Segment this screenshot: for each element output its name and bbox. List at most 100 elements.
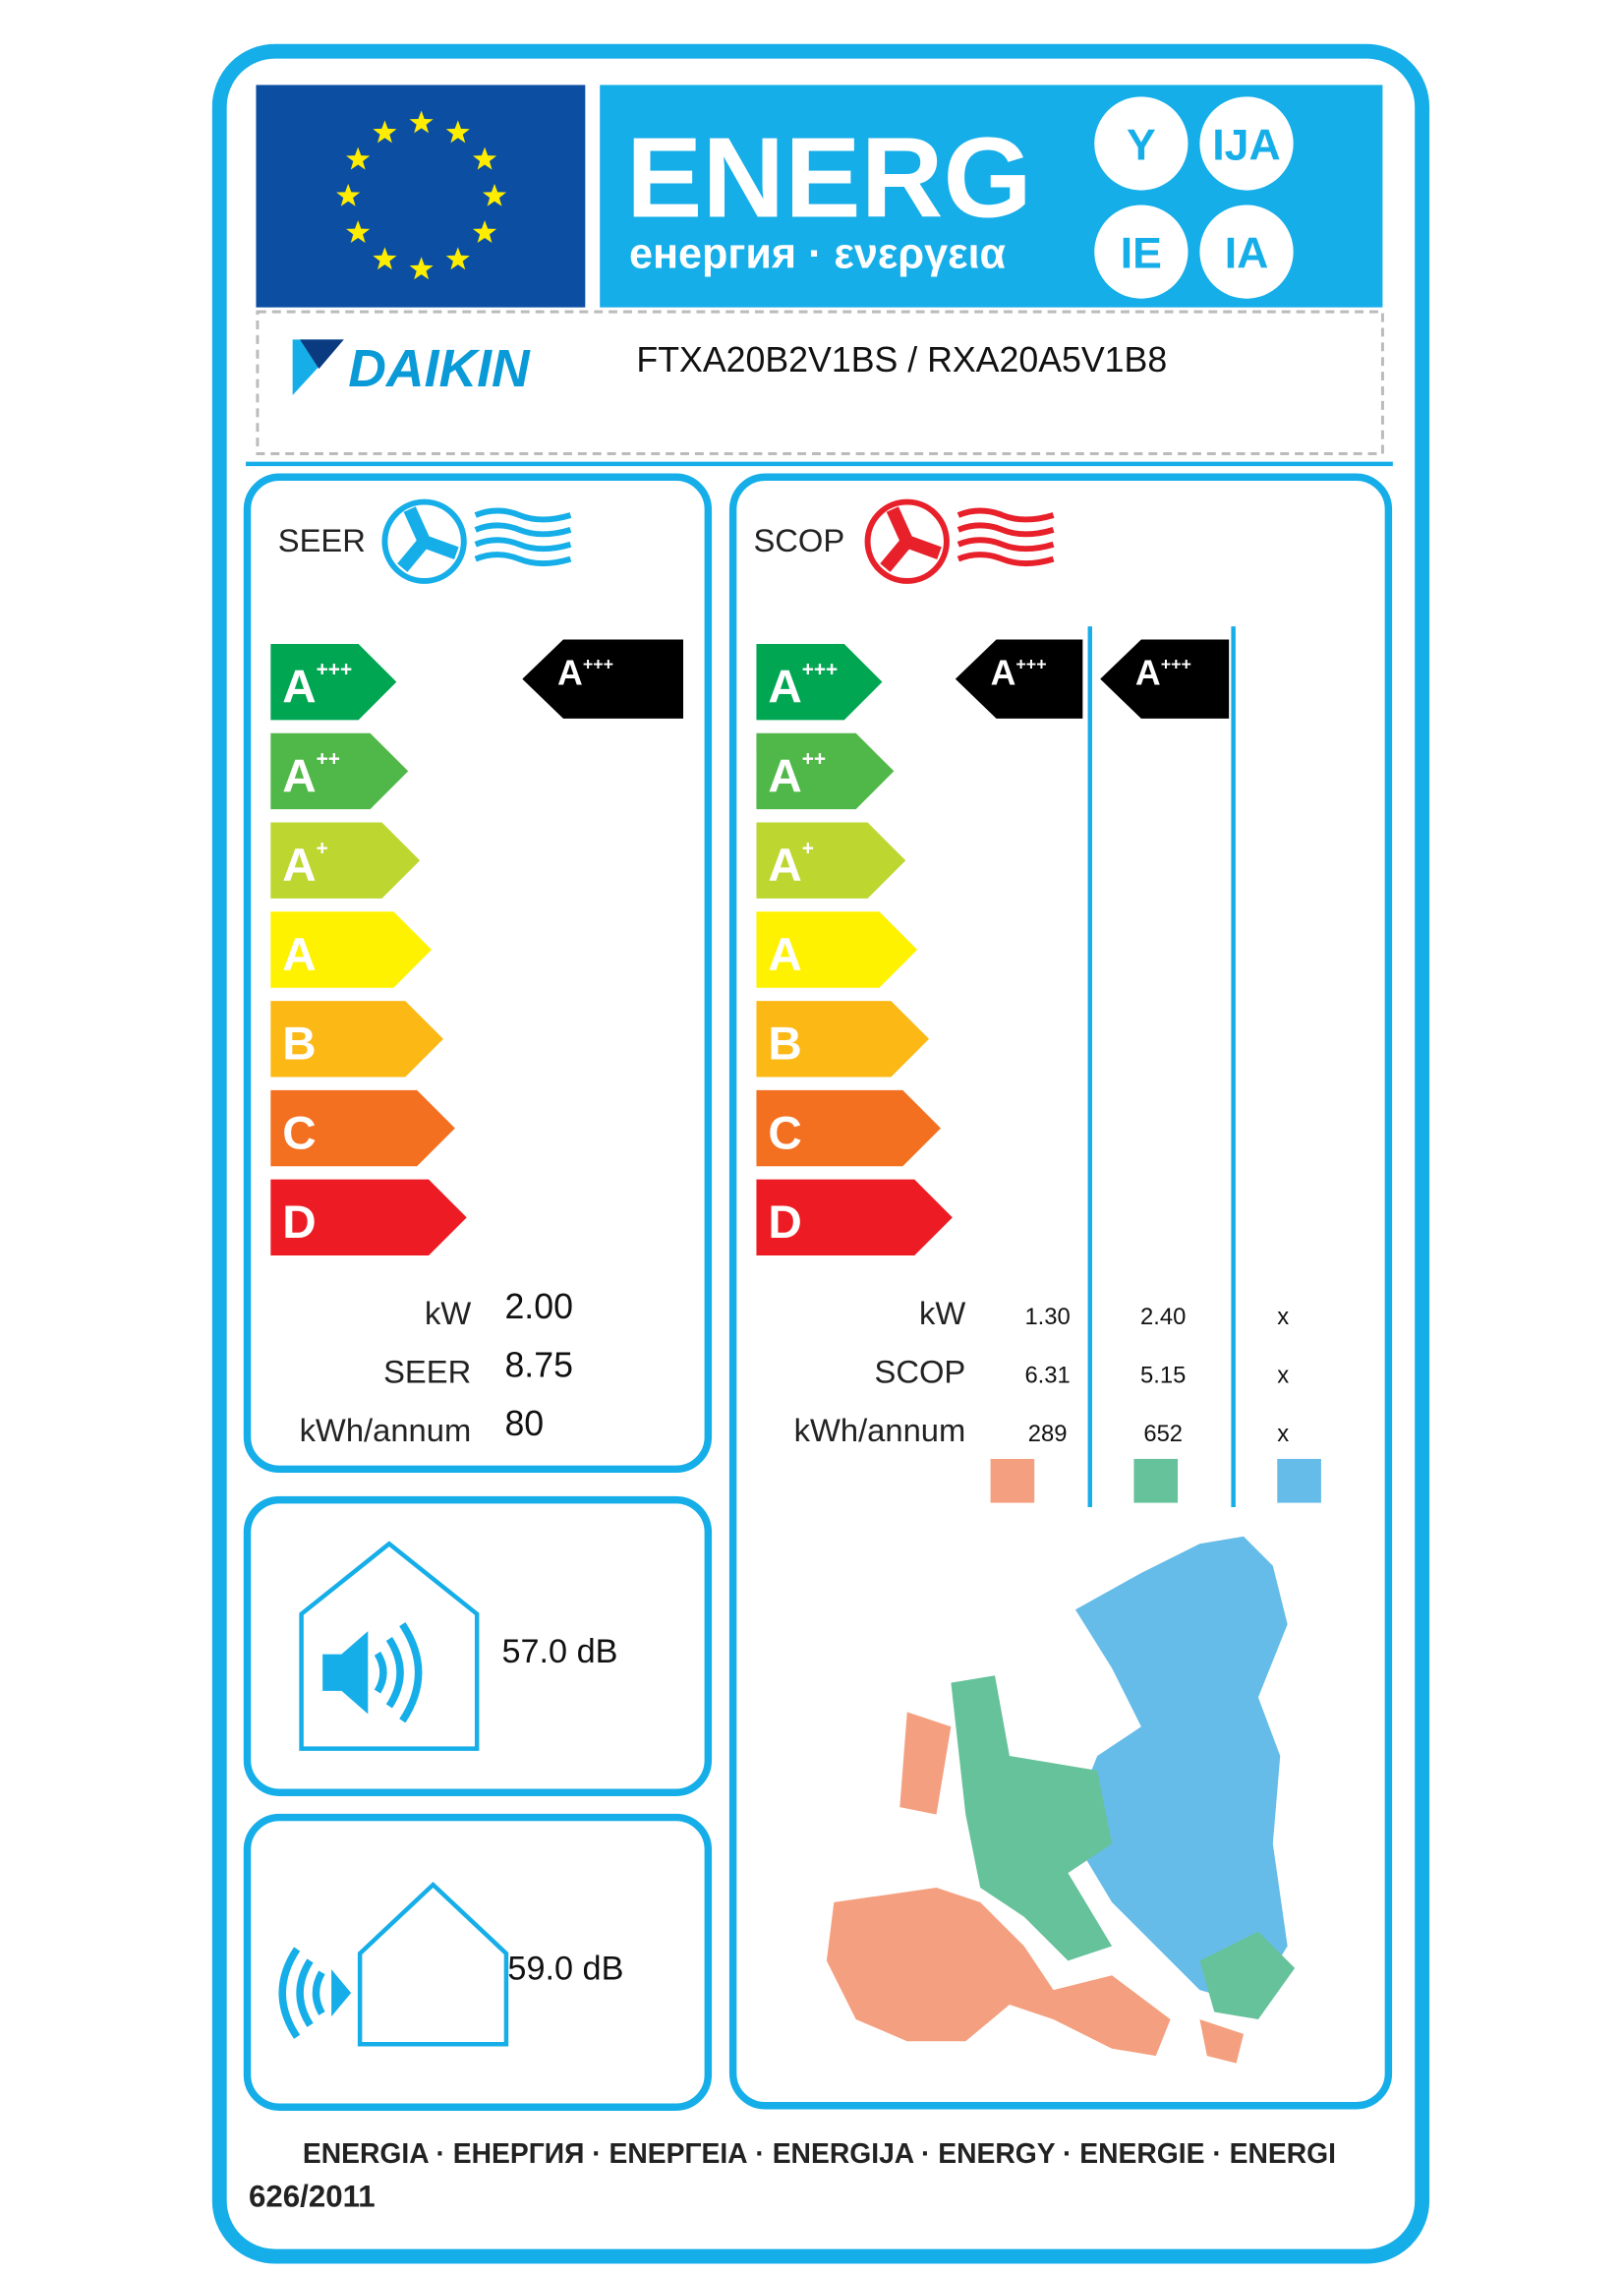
unit: dB bbox=[583, 1951, 624, 1988]
class-text: C bbox=[282, 1107, 316, 1159]
class-letter: B bbox=[768, 1019, 801, 1071]
class-letter: C bbox=[768, 1107, 801, 1159]
rating-text: A+++ bbox=[557, 654, 613, 693]
star bbox=[409, 110, 434, 134]
row-label: kWh/annum bbox=[794, 1412, 966, 1448]
star bbox=[373, 120, 397, 144]
class-sup: + bbox=[317, 837, 328, 859]
logo-mark-dark bbox=[300, 339, 344, 370]
suffix: IE bbox=[1121, 229, 1162, 277]
class-arrow bbox=[270, 1001, 443, 1078]
model: FTXA20B2V1BS / RXA20A5V1B8 bbox=[636, 340, 1167, 379]
scop-panel bbox=[728, 473, 1393, 2110]
class-letter: A bbox=[282, 929, 316, 981]
seer-label: SEER bbox=[278, 522, 366, 558]
star bbox=[346, 146, 371, 170]
class-arrow bbox=[756, 1089, 941, 1167]
class-arrow bbox=[756, 732, 895, 810]
fan-heat bbox=[864, 498, 1055, 584]
class-arrow bbox=[756, 643, 883, 721]
zone-swatch bbox=[1277, 1458, 1321, 1503]
value: 57.0 bbox=[501, 1633, 567, 1670]
eu-stars bbox=[336, 110, 507, 280]
class-text: A+++ bbox=[768, 659, 838, 714]
star bbox=[473, 146, 497, 170]
footer-languages: ENERGIA · ЕНЕРГИЯ · ΕΝΕΡΓΕΙΑ · ENERGIJA … bbox=[303, 2137, 1336, 2169]
europe-map bbox=[826, 1536, 1296, 2064]
class-sup: + bbox=[802, 837, 814, 859]
scop-label: SCOP bbox=[753, 522, 844, 558]
rating-text: A+++ bbox=[991, 654, 1047, 693]
class-arrow bbox=[270, 822, 421, 899]
class-text: B bbox=[282, 1019, 316, 1071]
seer-panel bbox=[243, 473, 713, 1474]
fan-cool bbox=[381, 498, 572, 584]
class-arrow bbox=[756, 822, 906, 899]
rating-sup: +++ bbox=[1015, 655, 1046, 674]
class-sup: ++ bbox=[802, 747, 826, 770]
star bbox=[346, 220, 371, 244]
rating-arrow bbox=[1100, 639, 1230, 719]
class-letter: B bbox=[282, 1019, 316, 1071]
star bbox=[336, 183, 361, 206]
class-text: A+ bbox=[768, 837, 814, 892]
class-text: A bbox=[282, 929, 316, 981]
row-label: kW bbox=[919, 1295, 965, 1331]
noise-outdoor-value: 59.0 dB bbox=[507, 1951, 623, 1988]
row-value: 2.00 bbox=[504, 1287, 572, 1326]
row-value: 652 bbox=[1143, 1421, 1183, 1447]
noise-indoor-value: 57.0 dB bbox=[501, 1633, 617, 1670]
rating-letter: A bbox=[991, 654, 1016, 693]
regulation: 626/2011 bbox=[249, 2179, 376, 2213]
star bbox=[482, 183, 507, 206]
class-sup: +++ bbox=[317, 659, 353, 681]
class-arrow bbox=[270, 1089, 455, 1167]
class-text: A++ bbox=[282, 747, 340, 802]
rating-sup: +++ bbox=[583, 655, 613, 674]
class-letter: C bbox=[282, 1107, 316, 1159]
class-text: D bbox=[282, 1196, 316, 1249]
star bbox=[445, 120, 470, 144]
energy-word: ENERG bbox=[626, 113, 1032, 241]
zone-swatch bbox=[990, 1458, 1035, 1503]
row-value: x bbox=[1277, 1421, 1289, 1447]
class-text: A+++ bbox=[282, 659, 352, 714]
suffix: IJA bbox=[1212, 121, 1280, 169]
suffix-circle bbox=[1199, 96, 1294, 191]
class-letter: A bbox=[282, 840, 316, 892]
row-label: SEER bbox=[383, 1354, 471, 1390]
class-sup: +++ bbox=[802, 659, 839, 681]
rating-arrow bbox=[955, 639, 1083, 719]
label-border bbox=[211, 43, 1430, 2264]
star bbox=[409, 257, 434, 280]
supplier-name: DAIKIN bbox=[348, 340, 531, 398]
class-arrow bbox=[270, 1179, 467, 1256]
row-value: 289 bbox=[1028, 1421, 1068, 1447]
row-label: SCOP bbox=[874, 1354, 965, 1390]
star bbox=[445, 247, 470, 270]
class-sup: ++ bbox=[317, 747, 340, 770]
class-letter: A bbox=[768, 661, 801, 713]
suffix: Y bbox=[1127, 121, 1156, 169]
class-text: A++ bbox=[768, 747, 826, 802]
speaker-house bbox=[299, 1541, 480, 1751]
row-value: x bbox=[1277, 1363, 1289, 1389]
star bbox=[473, 220, 497, 244]
class-arrow bbox=[270, 643, 397, 721]
row-value: 8.75 bbox=[504, 1346, 572, 1385]
class-arrow bbox=[270, 911, 433, 988]
rating-letter: A bbox=[557, 654, 583, 693]
class-text: C bbox=[768, 1107, 801, 1159]
row-value: 2.40 bbox=[1140, 1304, 1186, 1330]
class-text: A bbox=[768, 929, 801, 981]
supplier-box bbox=[256, 310, 1384, 455]
row-label: kW bbox=[425, 1295, 471, 1331]
noise-indoor-panel bbox=[243, 1495, 713, 1796]
class-text: A+ bbox=[282, 837, 328, 892]
star bbox=[373, 247, 397, 270]
class-letter: D bbox=[768, 1196, 801, 1249]
zone-swatch bbox=[1133, 1458, 1179, 1503]
suffix: IA bbox=[1225, 229, 1269, 277]
